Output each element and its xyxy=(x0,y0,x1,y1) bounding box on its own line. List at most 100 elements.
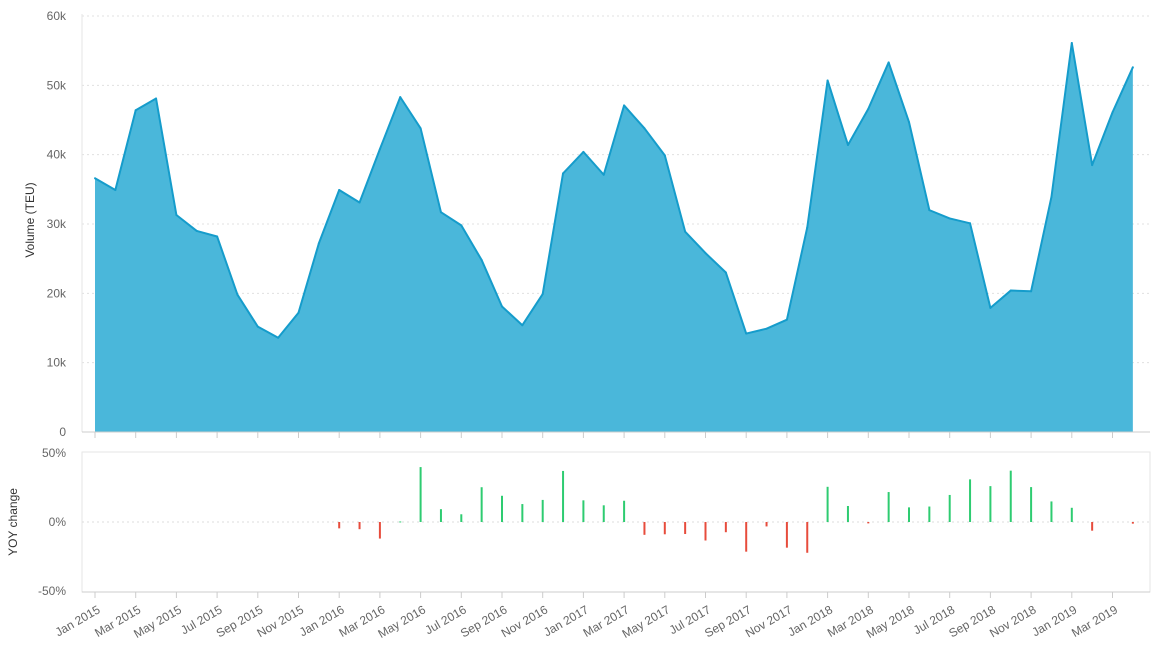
volume-y-tick-label: 30k xyxy=(47,217,67,231)
volume-point xyxy=(1091,164,1094,167)
volume-area xyxy=(95,43,1133,432)
volume-point xyxy=(297,311,300,314)
volume-point xyxy=(908,121,910,124)
volume-point xyxy=(745,332,748,335)
volume-point xyxy=(1131,66,1134,69)
volume-point xyxy=(562,172,565,175)
volume-y-tick-label: 20k xyxy=(47,286,67,300)
volume-y-tick-label: 50k xyxy=(47,78,67,92)
yoy-bar xyxy=(684,522,687,535)
yoy-bar xyxy=(785,522,788,548)
yoy-bar xyxy=(1030,487,1033,522)
volume-point xyxy=(887,61,890,64)
volume-point xyxy=(114,189,117,192)
yoy-y-tick-label: 50% xyxy=(42,446,66,460)
yoy-bar xyxy=(806,522,809,553)
volume-point xyxy=(826,79,829,82)
volume-area-series xyxy=(94,42,1134,432)
yoy-y-tick-labels: -50% 0% 50% xyxy=(38,446,66,598)
yoy-bar xyxy=(643,522,646,535)
yoy-y-axis-title: YOY change xyxy=(6,488,20,556)
volume-point xyxy=(480,259,483,262)
volume-point xyxy=(419,127,422,130)
yoy-bar xyxy=(623,500,626,522)
volume-point xyxy=(541,293,544,296)
yoy-bar xyxy=(1070,507,1073,522)
volume-y-tick-labels: 0 10k 20k 30k 40k 50k 60k xyxy=(47,9,67,439)
yoy-bar xyxy=(745,522,748,552)
volume-point xyxy=(867,107,870,110)
yoy-bar xyxy=(460,514,463,522)
volume-point xyxy=(501,305,503,308)
volume-point xyxy=(765,327,768,330)
yoy-bar xyxy=(480,487,483,522)
yoy-y-tick-label: 0% xyxy=(49,515,67,529)
yoy-bar xyxy=(928,506,931,522)
yoy-bar xyxy=(1091,522,1094,531)
yoy-bar xyxy=(1131,522,1134,524)
yoy-bar-series xyxy=(338,467,1134,553)
x-tick-label: Nov 2016 xyxy=(499,602,551,640)
volume-point xyxy=(317,242,320,245)
volume-point xyxy=(724,271,727,274)
volume-point xyxy=(521,324,524,327)
yoy-bar xyxy=(399,521,402,523)
volume-point xyxy=(602,173,605,176)
volume-point xyxy=(846,143,849,146)
volume-point xyxy=(948,217,951,220)
volume-point xyxy=(358,201,361,204)
yoy-bar xyxy=(948,494,951,522)
x-tick-label: Nov 2018 xyxy=(987,602,1039,640)
yoy-bar xyxy=(724,522,727,533)
yoy-bar xyxy=(501,495,503,522)
yoy-bar xyxy=(908,507,910,522)
volume-point xyxy=(643,127,646,130)
volume-point xyxy=(256,325,259,328)
yoy-bar xyxy=(867,522,870,524)
volume-point xyxy=(806,226,809,229)
volume-y-tick-label: 10k xyxy=(47,356,67,370)
volume-point xyxy=(94,177,96,180)
yoy-bar xyxy=(663,522,666,535)
volume-point xyxy=(277,336,280,339)
volume-y-tick-label: 60k xyxy=(47,9,67,23)
volume-point xyxy=(216,235,219,238)
yoy-bar xyxy=(887,492,890,522)
volume-point xyxy=(1050,195,1053,198)
volume-point xyxy=(704,252,707,255)
yoy-bar xyxy=(358,522,361,530)
volume-point xyxy=(399,96,402,99)
volume-point xyxy=(663,154,666,157)
volume-point xyxy=(1111,111,1114,114)
volume-point xyxy=(928,209,931,212)
x-tick-label: Nov 2017 xyxy=(743,602,795,640)
volume-point xyxy=(175,213,178,216)
x-tick-label: Nov 2015 xyxy=(255,602,307,640)
yoy-bar xyxy=(419,467,422,522)
volume-point xyxy=(582,150,585,153)
yoy-bar xyxy=(826,486,829,522)
yoy-y-tick-label: -50% xyxy=(38,584,66,598)
volume-point xyxy=(460,224,463,227)
yoy-bar xyxy=(541,499,544,522)
yoy-bar xyxy=(704,522,707,541)
volume-point xyxy=(684,230,687,233)
volume-point xyxy=(1070,42,1073,45)
volume-y-axis-title: Volume (TEU) xyxy=(23,182,37,257)
volume-line xyxy=(94,42,1134,339)
volume-point xyxy=(785,318,788,321)
yoy-bar xyxy=(378,522,381,539)
yoy-bar xyxy=(562,470,565,522)
volume-point xyxy=(623,104,626,107)
volume-point xyxy=(378,148,381,151)
yoy-bar xyxy=(1050,501,1053,522)
yoy-bar xyxy=(602,505,605,522)
yoy-bar xyxy=(338,522,341,529)
volume-y-tick-label: 0 xyxy=(59,425,66,439)
volume-point xyxy=(1030,290,1033,293)
yoy-bar xyxy=(582,500,585,522)
yoy-bar xyxy=(765,522,768,527)
volume-point xyxy=(439,211,442,214)
x-tick-label: Mar 2019 xyxy=(1069,602,1120,640)
